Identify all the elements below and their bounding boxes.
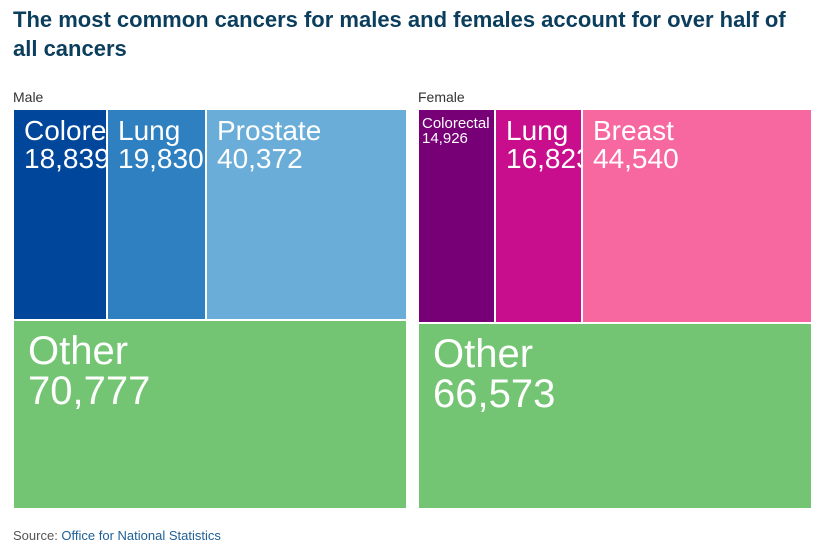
- source-link[interactable]: Office for National Statistics: [61, 528, 221, 543]
- source-prefix: Source:: [13, 528, 62, 543]
- tile-label: Colorectal: [24, 115, 107, 146]
- tile-value: 70,777: [28, 369, 151, 413]
- tile-value: 66,573: [433, 372, 556, 416]
- tile-value: 16,823: [506, 143, 581, 174]
- tile-label: Lung: [506, 115, 569, 146]
- tile-label: Colorectal: [422, 115, 490, 132]
- tile-male-lung: Lung 19,830: [107, 109, 206, 320]
- tile-female-colorectal: Colorectal 14,926: [418, 109, 495, 323]
- chart-title: The most common cancers for males and fe…: [13, 7, 786, 61]
- tile-female-breast: Breast 44,540: [582, 109, 812, 323]
- tile-value: 19,830: [118, 143, 204, 174]
- tile-label: Other: [433, 332, 534, 376]
- tile-value: 40,372: [217, 143, 303, 174]
- tile-value: 18,839: [24, 143, 107, 174]
- panel-label-female: Female: [418, 89, 465, 105]
- tile-male-other: Other 70,777: [13, 320, 407, 509]
- tile-value: 14,926: [422, 130, 468, 147]
- tile-female-other: Other 66,573: [418, 323, 812, 509]
- tile-label: Breast: [593, 115, 674, 146]
- tile-value: 44,540: [593, 143, 679, 174]
- panel-label-male: Male: [13, 89, 44, 105]
- tile-male-colorectal: Colorectal18,839: [13, 109, 107, 320]
- tile-male-prostate: Prostate 40,372: [206, 109, 407, 320]
- tile-label: Prostate: [217, 115, 322, 146]
- tile-label: Other: [28, 329, 129, 373]
- tile-label: Lung: [118, 115, 181, 146]
- source-note: Source: Office for National Statistics: [13, 528, 221, 543]
